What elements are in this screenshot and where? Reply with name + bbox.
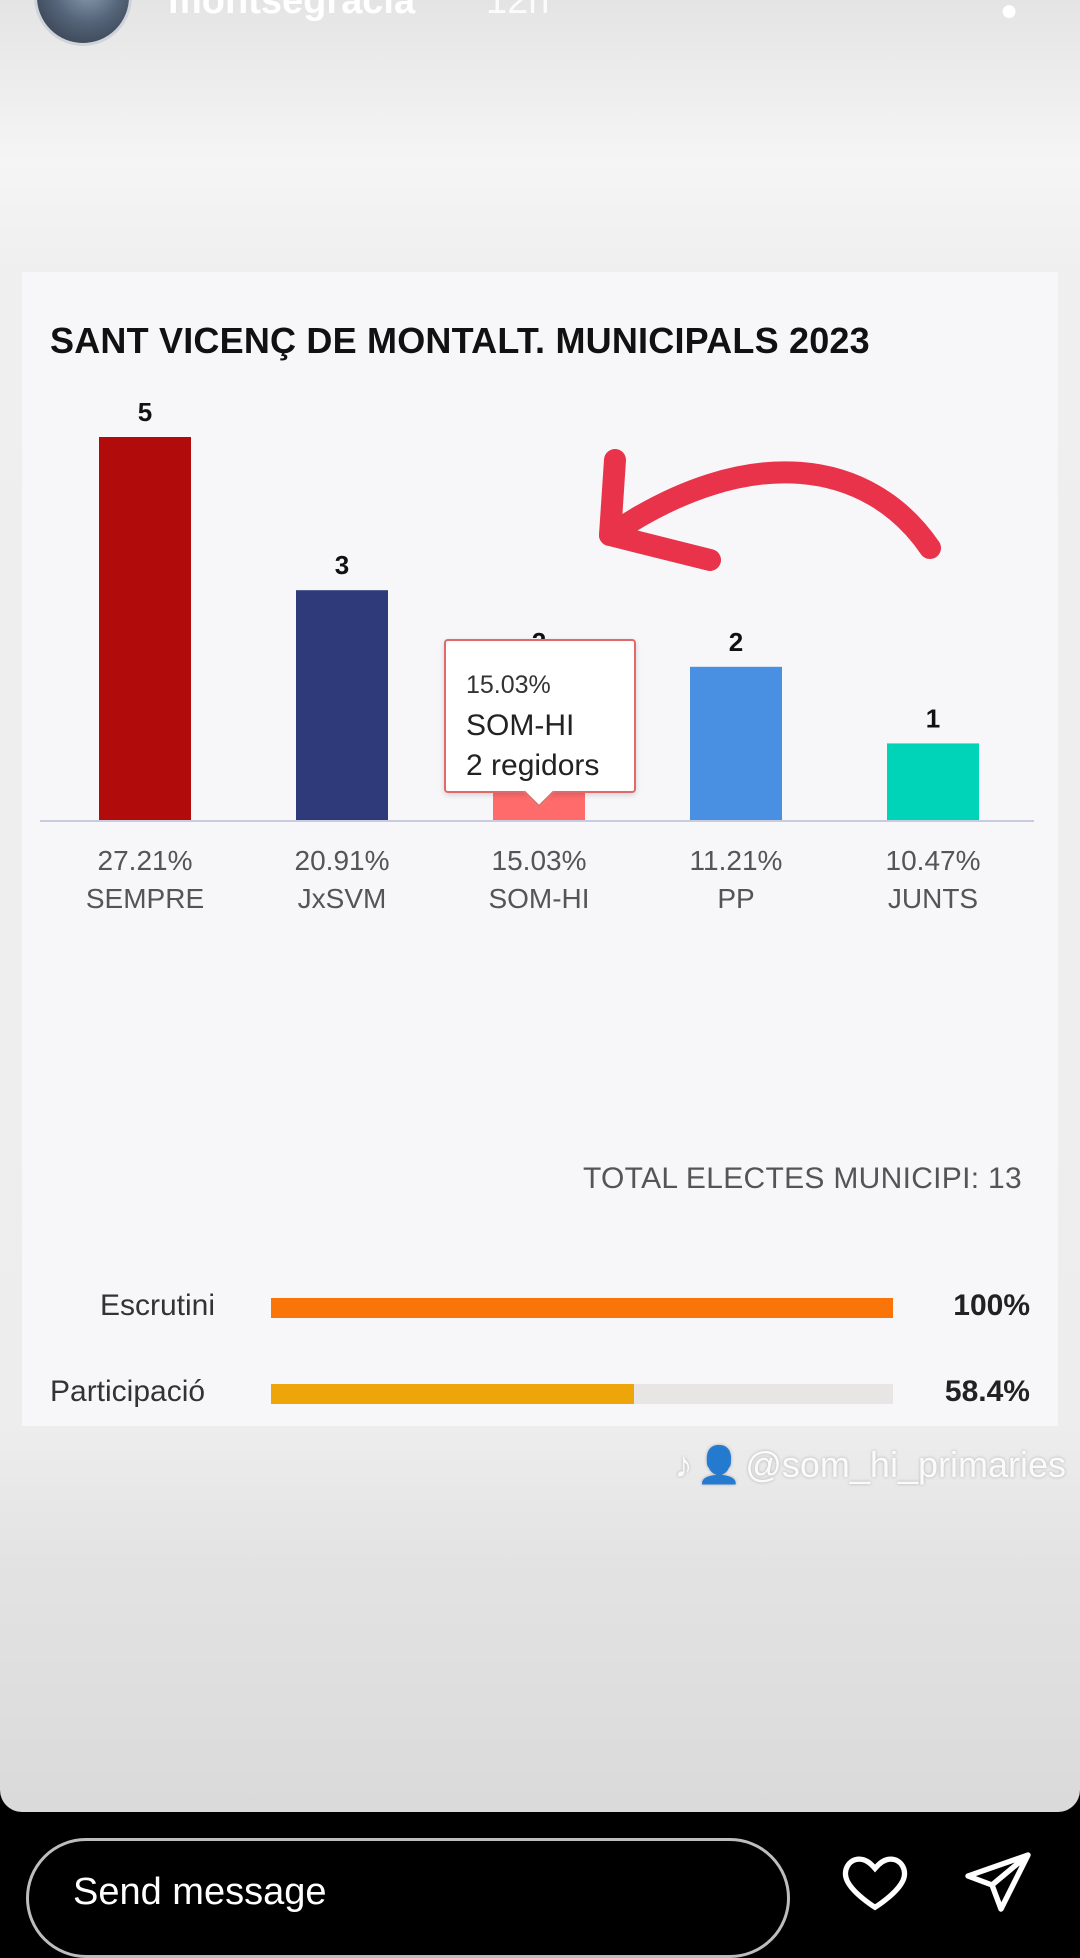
- meter-fill: [271, 1384, 635, 1404]
- bar-category-label: PP: [717, 883, 754, 914]
- watermark-text: @som_hi_primaries: [745, 1444, 1066, 1485]
- more-icon[interactable]: ●: [1000, 0, 1019, 27]
- send-icon[interactable]: [962, 1846, 1034, 1918]
- meter-value: 100%: [953, 1289, 1030, 1322]
- bar-pp[interactable]: [690, 666, 782, 820]
- bar-value-label: 5: [138, 397, 152, 427]
- bar-category-label: JUNTS: [888, 883, 978, 914]
- bar-percent-label: 10.47%: [886, 845, 981, 876]
- bar-percent-label: 27.21%: [98, 845, 193, 876]
- bar-category-label: JxSVM: [298, 883, 387, 914]
- meter-label: Participació: [50, 1375, 206, 1408]
- story-header: montsegracia 12h ●: [0, 0, 1080, 60]
- bar-value-label: 2: [729, 627, 743, 657]
- total-elected: TOTAL ELECTES MUNICIPI: 13: [582, 1162, 1022, 1195]
- meter-track: [271, 1298, 893, 1318]
- tooltip-seats: 2 regidors: [466, 749, 600, 782]
- meter-track: [271, 1384, 893, 1404]
- watermark: ♪ 👤 @som_hi_primaries: [675, 1444, 1066, 1486]
- story-frame: montsegracia 12h ● 5 27.21% SEMPRE 3 20.91% J…: [0, 0, 1080, 1812]
- user-icon: 👤: [696, 1444, 742, 1485]
- bar-percent-label: 20.91%: [295, 845, 390, 876]
- message-input[interactable]: [71, 1861, 675, 1923]
- bottom-bar: [0, 1812, 1080, 1958]
- bar-category-label: SEMPRE: [86, 883, 204, 914]
- bar-junts[interactable]: [887, 743, 979, 820]
- tiktok-icon: ♪: [674, 1444, 693, 1485]
- bar-sempre[interactable]: [99, 437, 191, 820]
- bar-jxsvm[interactable]: [296, 590, 388, 820]
- chart-tooltip: 15.03% SOM-HI 2 regidors: [444, 639, 636, 793]
- bar-category-label: SOM-HI: [488, 883, 589, 914]
- tooltip-party: SOM-HI: [466, 709, 575, 742]
- results-chart: 527.21%SEMPRE320.91%JxSVM215.03%SOM-HI21…: [40, 397, 1034, 914]
- story-time: 12h: [486, 0, 550, 22]
- bar-percent-label: 15.03%: [492, 845, 587, 876]
- bar-value-label: 1: [926, 703, 940, 733]
- heart-icon[interactable]: [840, 1846, 910, 1916]
- chart-title: SANT VICENÇ DE MONTALT. MUNICIPALS 2023: [50, 320, 870, 361]
- story-username[interactable]: montsegracia: [168, 0, 416, 22]
- send-message-field[interactable]: [26, 1838, 790, 1958]
- avatar[interactable]: [34, 0, 132, 46]
- bar-percent-label: 11.21%: [690, 845, 783, 876]
- meter-label: Escrutini: [100, 1289, 216, 1322]
- meter-value: 58.4%: [944, 1375, 1030, 1408]
- shared-screenshot: 527.21%SEMPRE320.91%JxSVM215.03%SOM-HI21…: [22, 272, 1058, 1426]
- tooltip-percent: 15.03%: [466, 671, 551, 699]
- annotation-arrow: [599, 449, 941, 571]
- meter-fill: [271, 1298, 893, 1318]
- bar-value-label: 3: [335, 550, 349, 580]
